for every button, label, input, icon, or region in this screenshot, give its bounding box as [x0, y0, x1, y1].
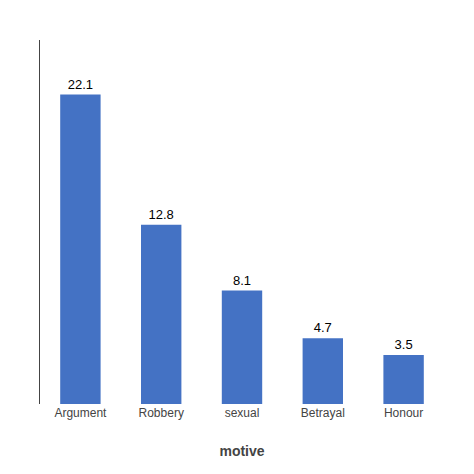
svg-text:Betrayal: Betrayal	[301, 406, 345, 420]
svg-text:Argument: Argument	[54, 406, 107, 420]
svg-text:Honour: Honour	[384, 406, 423, 420]
svg-text:12.8: 12.8	[149, 207, 174, 222]
svg-text:4.7: 4.7	[314, 320, 332, 335]
svg-text:3.5: 3.5	[395, 337, 413, 352]
svg-text:8.1: 8.1	[233, 273, 251, 288]
svg-text:motive: motive	[219, 443, 264, 459]
svg-text:22.1: 22.1	[68, 77, 93, 92]
svg-text:Robbery: Robbery	[139, 406, 184, 420]
svg-text:sexual: sexual	[225, 406, 260, 420]
